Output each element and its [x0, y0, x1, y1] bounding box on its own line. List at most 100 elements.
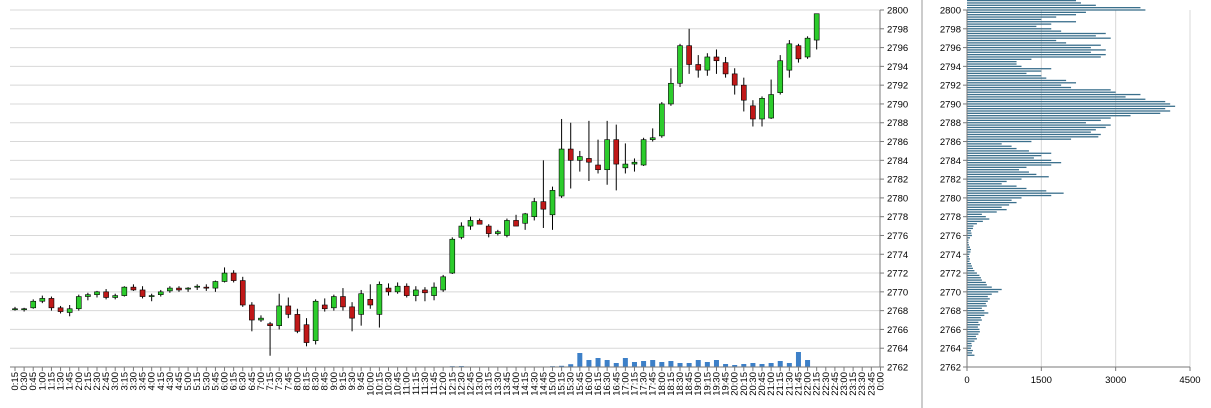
profile-bar: [967, 136, 1099, 138]
y-tick-label: 2784: [887, 156, 908, 167]
candle: [649, 128, 656, 142]
candle-body-down: [267, 323, 273, 326]
candlesticks: [12, 13, 820, 356]
profile-y-tick-label: 2782: [940, 175, 961, 186]
candle: [577, 150, 583, 172]
profile-bar: [967, 286, 992, 288]
candle-body-up: [157, 291, 164, 295]
profile-x-tick-label: 4500: [1179, 375, 1200, 386]
profile-bar: [967, 58, 1032, 60]
candle-body-up: [112, 295, 119, 298]
candle: [613, 124, 620, 191]
x-tick-label: 21:45: [793, 372, 804, 396]
candle-body-down: [722, 62, 729, 75]
profile-bar: [967, 4, 1096, 6]
profile-bar: [967, 129, 1096, 131]
candle-body-up: [549, 190, 556, 216]
x-tick-label: 9:00: [329, 372, 340, 391]
candle-body-down: [230, 272, 237, 281]
candle-body-up: [649, 137, 656, 140]
candle-body-down: [303, 324, 310, 343]
candle: [194, 284, 200, 290]
profile-y-tick-label: 2764: [940, 344, 961, 355]
candle-body-down: [349, 306, 355, 319]
x-tick-label: 13:30: [493, 372, 504, 396]
candle-body-down: [176, 287, 182, 291]
x-tick-label: 15:00: [547, 372, 558, 396]
candle-body-down: [340, 296, 346, 308]
x-tick-label: 8:45: [320, 372, 331, 391]
candle: [485, 224, 492, 238]
profile-bar: [967, 281, 986, 284]
profile-bar: [967, 166, 1027, 169]
profile-bar: [967, 246, 970, 248]
profile-bar: [967, 298, 990, 300]
candle-body-up: [30, 300, 37, 309]
profile-bar: [967, 232, 972, 234]
x-tick-label: 14:00: [511, 372, 522, 396]
candle: [622, 143, 629, 174]
candle-body-up: [604, 139, 610, 171]
x-tick-label: 19:45: [721, 372, 732, 396]
profile-bar: [967, 28, 1052, 30]
candle-body-up: [449, 238, 456, 274]
profile-bar: [967, 295, 988, 298]
profile-bar: [967, 218, 990, 220]
candle-body-up: [194, 285, 200, 288]
candle: [185, 287, 191, 292]
y-tick-label: 2794: [887, 62, 908, 73]
profile-bar: [967, 270, 975, 272]
candle-body-down: [586, 158, 592, 163]
profile-y-tick-label: 2774: [940, 250, 961, 261]
candle: [94, 290, 100, 298]
x-tick-label: 2:15: [83, 372, 94, 391]
profile-bar: [967, 91, 1116, 93]
x-tick-label: 9:30: [347, 372, 358, 391]
profile-bar: [967, 30, 1062, 32]
profile-bar: [967, 51, 1091, 53]
profile-bar: [967, 143, 1002, 145]
x-tick-label: 15:15: [557, 372, 568, 396]
profile-bar: [967, 93, 1141, 96]
candle-body-up: [631, 161, 638, 165]
volume-bar: [613, 363, 619, 367]
profile-bar: [967, 79, 1067, 82]
candle: [695, 55, 702, 78]
x-tick-label: 8:15: [302, 372, 313, 391]
x-tick-label: 10:45: [393, 372, 404, 396]
x-tick-label: 18:45: [684, 372, 695, 396]
candle-body-down: [285, 305, 292, 315]
candle-body-up: [66, 308, 73, 313]
y-tick-label: 2786: [887, 137, 908, 148]
profile-bar: [967, 255, 969, 258]
x-tick-label: 9:15: [338, 372, 349, 391]
candle-body-up: [75, 296, 82, 310]
x-tick-label: 0:15: [10, 372, 21, 391]
volume-bar: [650, 360, 656, 367]
x-tick-label: 21:00: [766, 372, 777, 396]
candle: [258, 315, 264, 322]
profile-bar: [967, 277, 981, 279]
candle: [376, 281, 383, 328]
profile-bar: [967, 86, 1072, 89]
volume-bar: [759, 364, 765, 367]
candle: [750, 100, 756, 127]
profile-bar: [967, 225, 974, 227]
profile-bar: [967, 140, 1032, 143]
profile-bar: [967, 105, 1176, 107]
x-tick-label: 18:30: [675, 372, 686, 396]
y-tick-label: 2762: [887, 363, 908, 374]
profile-bar: [967, 180, 1007, 183]
profile-bar: [967, 16, 1057, 18]
candle: [768, 79, 774, 119]
x-tick-label: 5:45: [210, 372, 221, 391]
x-tick-label: 3:30: [128, 372, 139, 391]
x-tick-label: 5:00: [183, 372, 194, 391]
candle: [686, 28, 692, 74]
y-tick-label: 2788: [887, 118, 908, 129]
x-tick-label: 14:30: [529, 372, 540, 396]
candle-body-up: [39, 298, 46, 302]
x-tick-label: 20:00: [730, 372, 741, 396]
candle-body-up: [759, 98, 765, 120]
candle-body-up: [704, 56, 711, 71]
